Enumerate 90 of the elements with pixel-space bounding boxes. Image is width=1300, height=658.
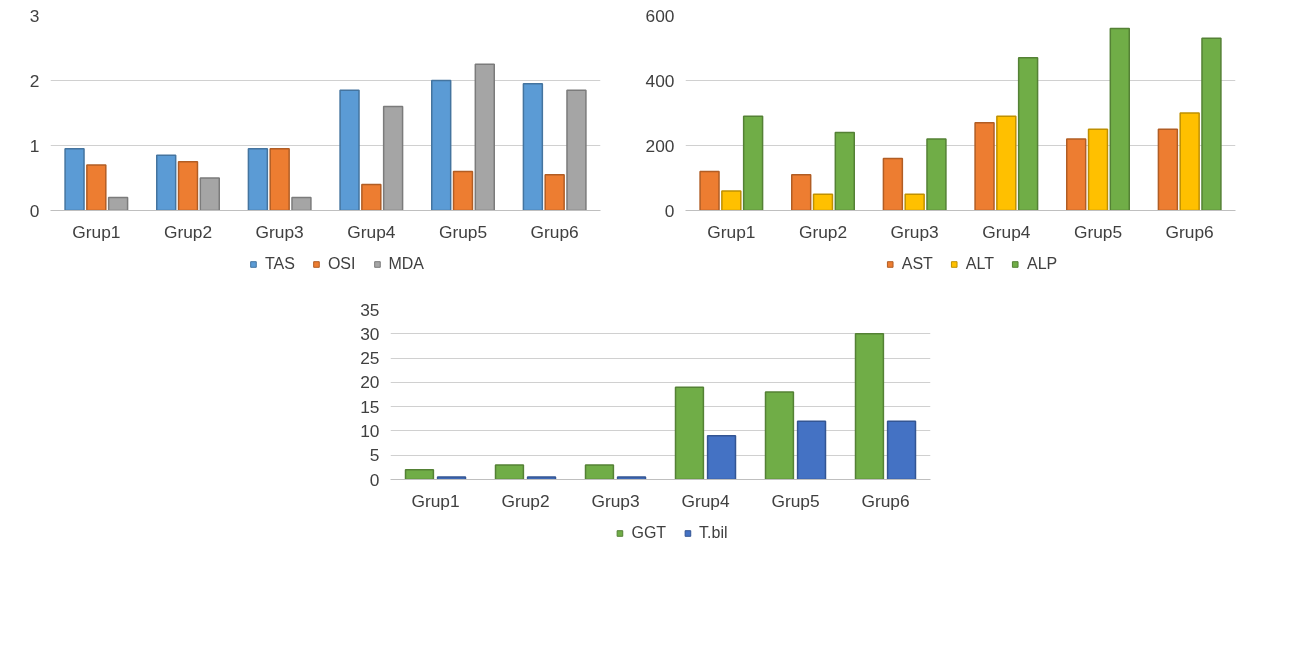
y-tick-label: 35 xyxy=(360,299,380,320)
x-tick-label: Grup1 xyxy=(707,221,756,242)
y-tick-label: 1 xyxy=(29,135,40,156)
x-tick-label: Grup3 xyxy=(591,490,640,511)
y-tick-label: 25 xyxy=(360,348,380,369)
bar xyxy=(796,420,827,480)
bar xyxy=(706,435,737,480)
x-tick-label: Grup5 xyxy=(438,221,488,242)
bar xyxy=(699,170,720,211)
bar xyxy=(790,174,812,211)
y-tick-label: 5 xyxy=(369,445,380,466)
bar xyxy=(674,386,705,480)
x-tick-label: Grup3 xyxy=(255,221,304,242)
bar xyxy=(404,469,435,480)
x-tick-label: Grup4 xyxy=(982,221,1031,242)
bar xyxy=(1065,138,1087,211)
y-tick-label: 0 xyxy=(664,200,675,221)
legend-label: OSI xyxy=(327,255,356,273)
bar xyxy=(526,476,557,480)
bar xyxy=(494,464,525,480)
bar xyxy=(886,420,917,480)
bar xyxy=(812,193,834,211)
legend-label: ALP xyxy=(1027,255,1058,273)
y-tick-label: 600 xyxy=(645,5,675,26)
bar xyxy=(430,79,452,211)
bar xyxy=(1201,37,1222,211)
bar xyxy=(584,464,615,480)
x-tick-label: Grup4 xyxy=(681,490,730,511)
bar xyxy=(177,161,199,211)
bar xyxy=(1017,57,1039,211)
legend-label: ALT xyxy=(965,255,995,273)
y-tick-label: 10 xyxy=(360,420,380,441)
bar xyxy=(522,83,544,211)
bar xyxy=(452,170,474,211)
bar xyxy=(854,333,885,480)
bar xyxy=(904,193,925,211)
bar xyxy=(1157,128,1179,211)
x-tick-label: Grup2 xyxy=(501,490,550,511)
bar xyxy=(269,148,290,211)
bar xyxy=(882,157,904,211)
bar xyxy=(544,174,565,211)
bar xyxy=(64,148,85,211)
x-tick-label: Grup2 xyxy=(798,221,848,242)
legend-label: MDA xyxy=(388,255,425,273)
x-tick-label: Grup6 xyxy=(1165,221,1214,242)
bar xyxy=(1179,112,1200,211)
bar xyxy=(926,138,947,211)
bar xyxy=(834,131,856,211)
y-tick-label: 3 xyxy=(29,5,40,26)
bar xyxy=(247,148,269,211)
y-tick-label: 0 xyxy=(29,200,40,221)
bar xyxy=(974,122,995,211)
bar xyxy=(339,89,360,211)
legend-label: TAS xyxy=(264,255,295,273)
bar xyxy=(382,105,404,211)
x-tick-label: Grup1 xyxy=(72,221,121,242)
y-tick-label: 2 xyxy=(29,70,40,91)
bar xyxy=(155,154,177,211)
bar xyxy=(566,89,587,211)
bar xyxy=(996,115,1017,211)
x-tick-label: Grup6 xyxy=(861,490,910,511)
x-tick-label: Grup6 xyxy=(530,221,579,242)
legend-label: AST xyxy=(901,255,933,273)
bar xyxy=(721,190,742,211)
bar xyxy=(291,196,312,211)
legend-label: GGT xyxy=(631,524,667,542)
bar xyxy=(1109,27,1131,211)
y-tick-label: 20 xyxy=(360,372,380,393)
bar xyxy=(361,183,382,211)
bar xyxy=(616,476,647,480)
y-tick-label: 400 xyxy=(645,70,675,91)
legend-label: T.bil xyxy=(699,524,728,542)
bar xyxy=(474,63,496,211)
bar xyxy=(1087,128,1109,211)
x-tick-label: Grup3 xyxy=(890,221,939,242)
x-tick-label: Grup5 xyxy=(771,490,820,511)
x-tick-label: Grup5 xyxy=(1073,221,1123,242)
bar xyxy=(86,164,107,211)
bar xyxy=(742,115,764,211)
bar xyxy=(436,476,467,480)
y-tick-label: 15 xyxy=(360,396,380,417)
bar xyxy=(107,196,129,211)
bar xyxy=(764,391,795,480)
bar xyxy=(199,177,221,211)
x-tick-label: Grup1 xyxy=(411,490,460,511)
y-tick-label: 200 xyxy=(645,135,675,156)
x-tick-label: Grup4 xyxy=(347,221,396,242)
y-tick-label: 0 xyxy=(369,469,380,490)
y-tick-label: 30 xyxy=(360,323,380,344)
x-tick-label: Grup2 xyxy=(163,221,213,242)
